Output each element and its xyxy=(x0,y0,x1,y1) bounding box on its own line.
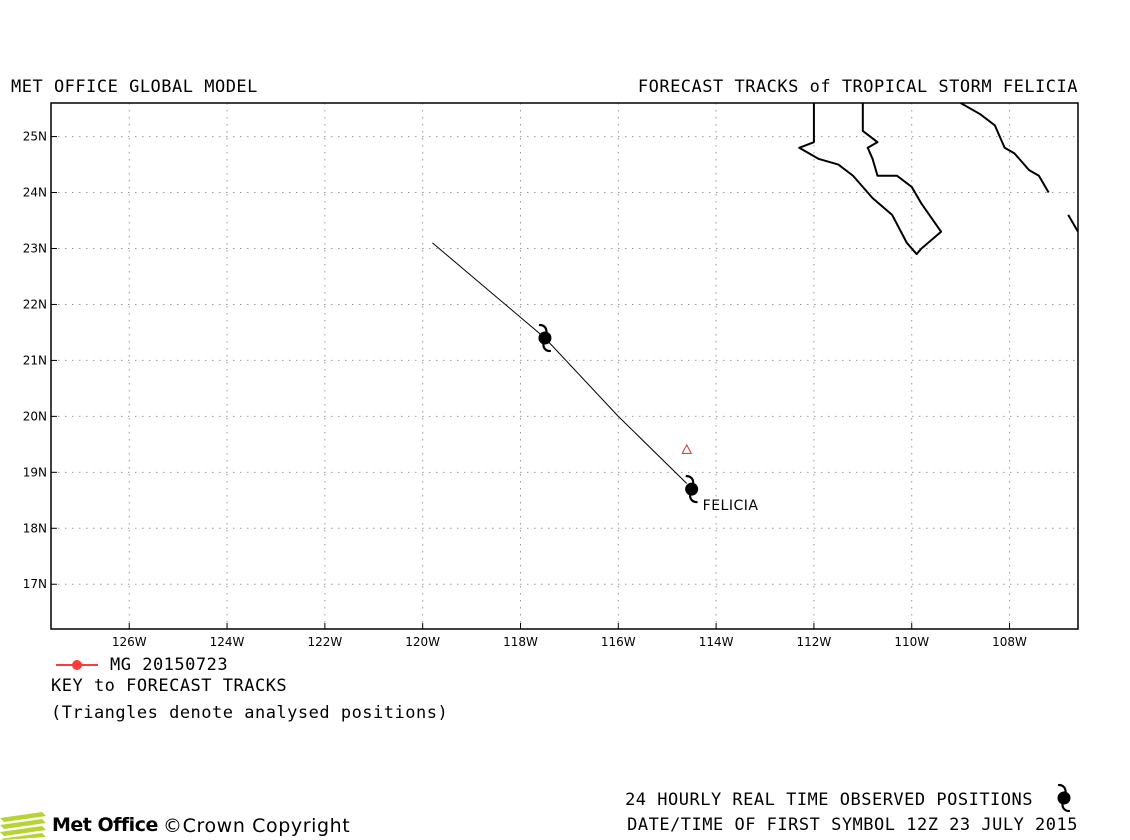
key-run-label: MG 20150723 xyxy=(110,655,229,675)
lon-tick-label: 114W xyxy=(699,635,734,649)
coastline xyxy=(1067,214,1078,233)
lat-tick-label: 17N xyxy=(23,577,47,591)
coastline xyxy=(960,103,1050,194)
lon-tick-label: 112W xyxy=(797,635,832,649)
lat-tick-label: 24N xyxy=(23,186,47,200)
lat-tick-label: 21N xyxy=(23,353,47,367)
coastline xyxy=(798,103,943,256)
lat-tick-label: 25N xyxy=(23,130,47,144)
lat-tick-label: 23N xyxy=(23,241,47,255)
lon-tick-label: 126W xyxy=(112,635,147,649)
lat-tick-label: 19N xyxy=(23,465,47,479)
lat-tick-label: 22N xyxy=(23,297,47,311)
observed-position-storm-icon xyxy=(684,475,700,504)
met-office-logo-icon xyxy=(0,812,46,840)
header-left-title: MET OFFICE GLOBAL MODEL xyxy=(11,77,258,97)
coastlines xyxy=(798,103,1078,256)
lon-tick-label: 110W xyxy=(894,635,929,649)
analysed-position-triangle xyxy=(681,443,693,454)
key-title: KEY to FORECAST TRACKS xyxy=(51,676,288,696)
tropical-storm-icon xyxy=(1056,783,1072,813)
footer-first-symbol: DATE/TIME OF FIRST SYMBOL 12Z 23 JULY 20… xyxy=(627,815,1078,835)
map-gridlines xyxy=(51,103,1078,629)
met-office-logo-text: Met Office xyxy=(52,814,158,836)
header-right-title: FORECAST TRACKS of TROPICAL STORM FELICI… xyxy=(637,77,1078,97)
forecast-track-layer: FELICIA xyxy=(432,242,759,514)
lon-tick-label: 122W xyxy=(307,635,342,649)
observed-position-storm-icon xyxy=(537,323,553,353)
footer-observed-label: 24 HOURLY REAL TIME OBSERVED POSITIONS xyxy=(625,790,1033,810)
key-run-dot-icon xyxy=(72,660,82,670)
map-frame xyxy=(50,102,1079,630)
latitude-tick-labels: 17N 18N 19N 20N 21N 22N 23N 24N 25N xyxy=(23,130,57,591)
forecast-track-line xyxy=(432,242,688,484)
longitude-tick-labels: 126W 124W 122W 120W 118W 116W 114W 112W 110W 108W xyxy=(112,623,1027,649)
lon-tick-label: 118W xyxy=(503,635,538,649)
lat-tick-label: 18N xyxy=(23,521,47,535)
lon-tick-label: 116W xyxy=(601,635,636,649)
key-note: (Triangles denote analysed positions) xyxy=(51,703,449,723)
lat-tick-label: 20N xyxy=(23,409,47,423)
lon-tick-label: 124W xyxy=(210,635,245,649)
lon-tick-label: 108W xyxy=(992,635,1027,649)
lon-tick-label: 120W xyxy=(405,635,440,649)
copyright-text: ©Crown Copyright xyxy=(163,815,351,837)
storm-name-label: FELICIA xyxy=(703,498,759,514)
